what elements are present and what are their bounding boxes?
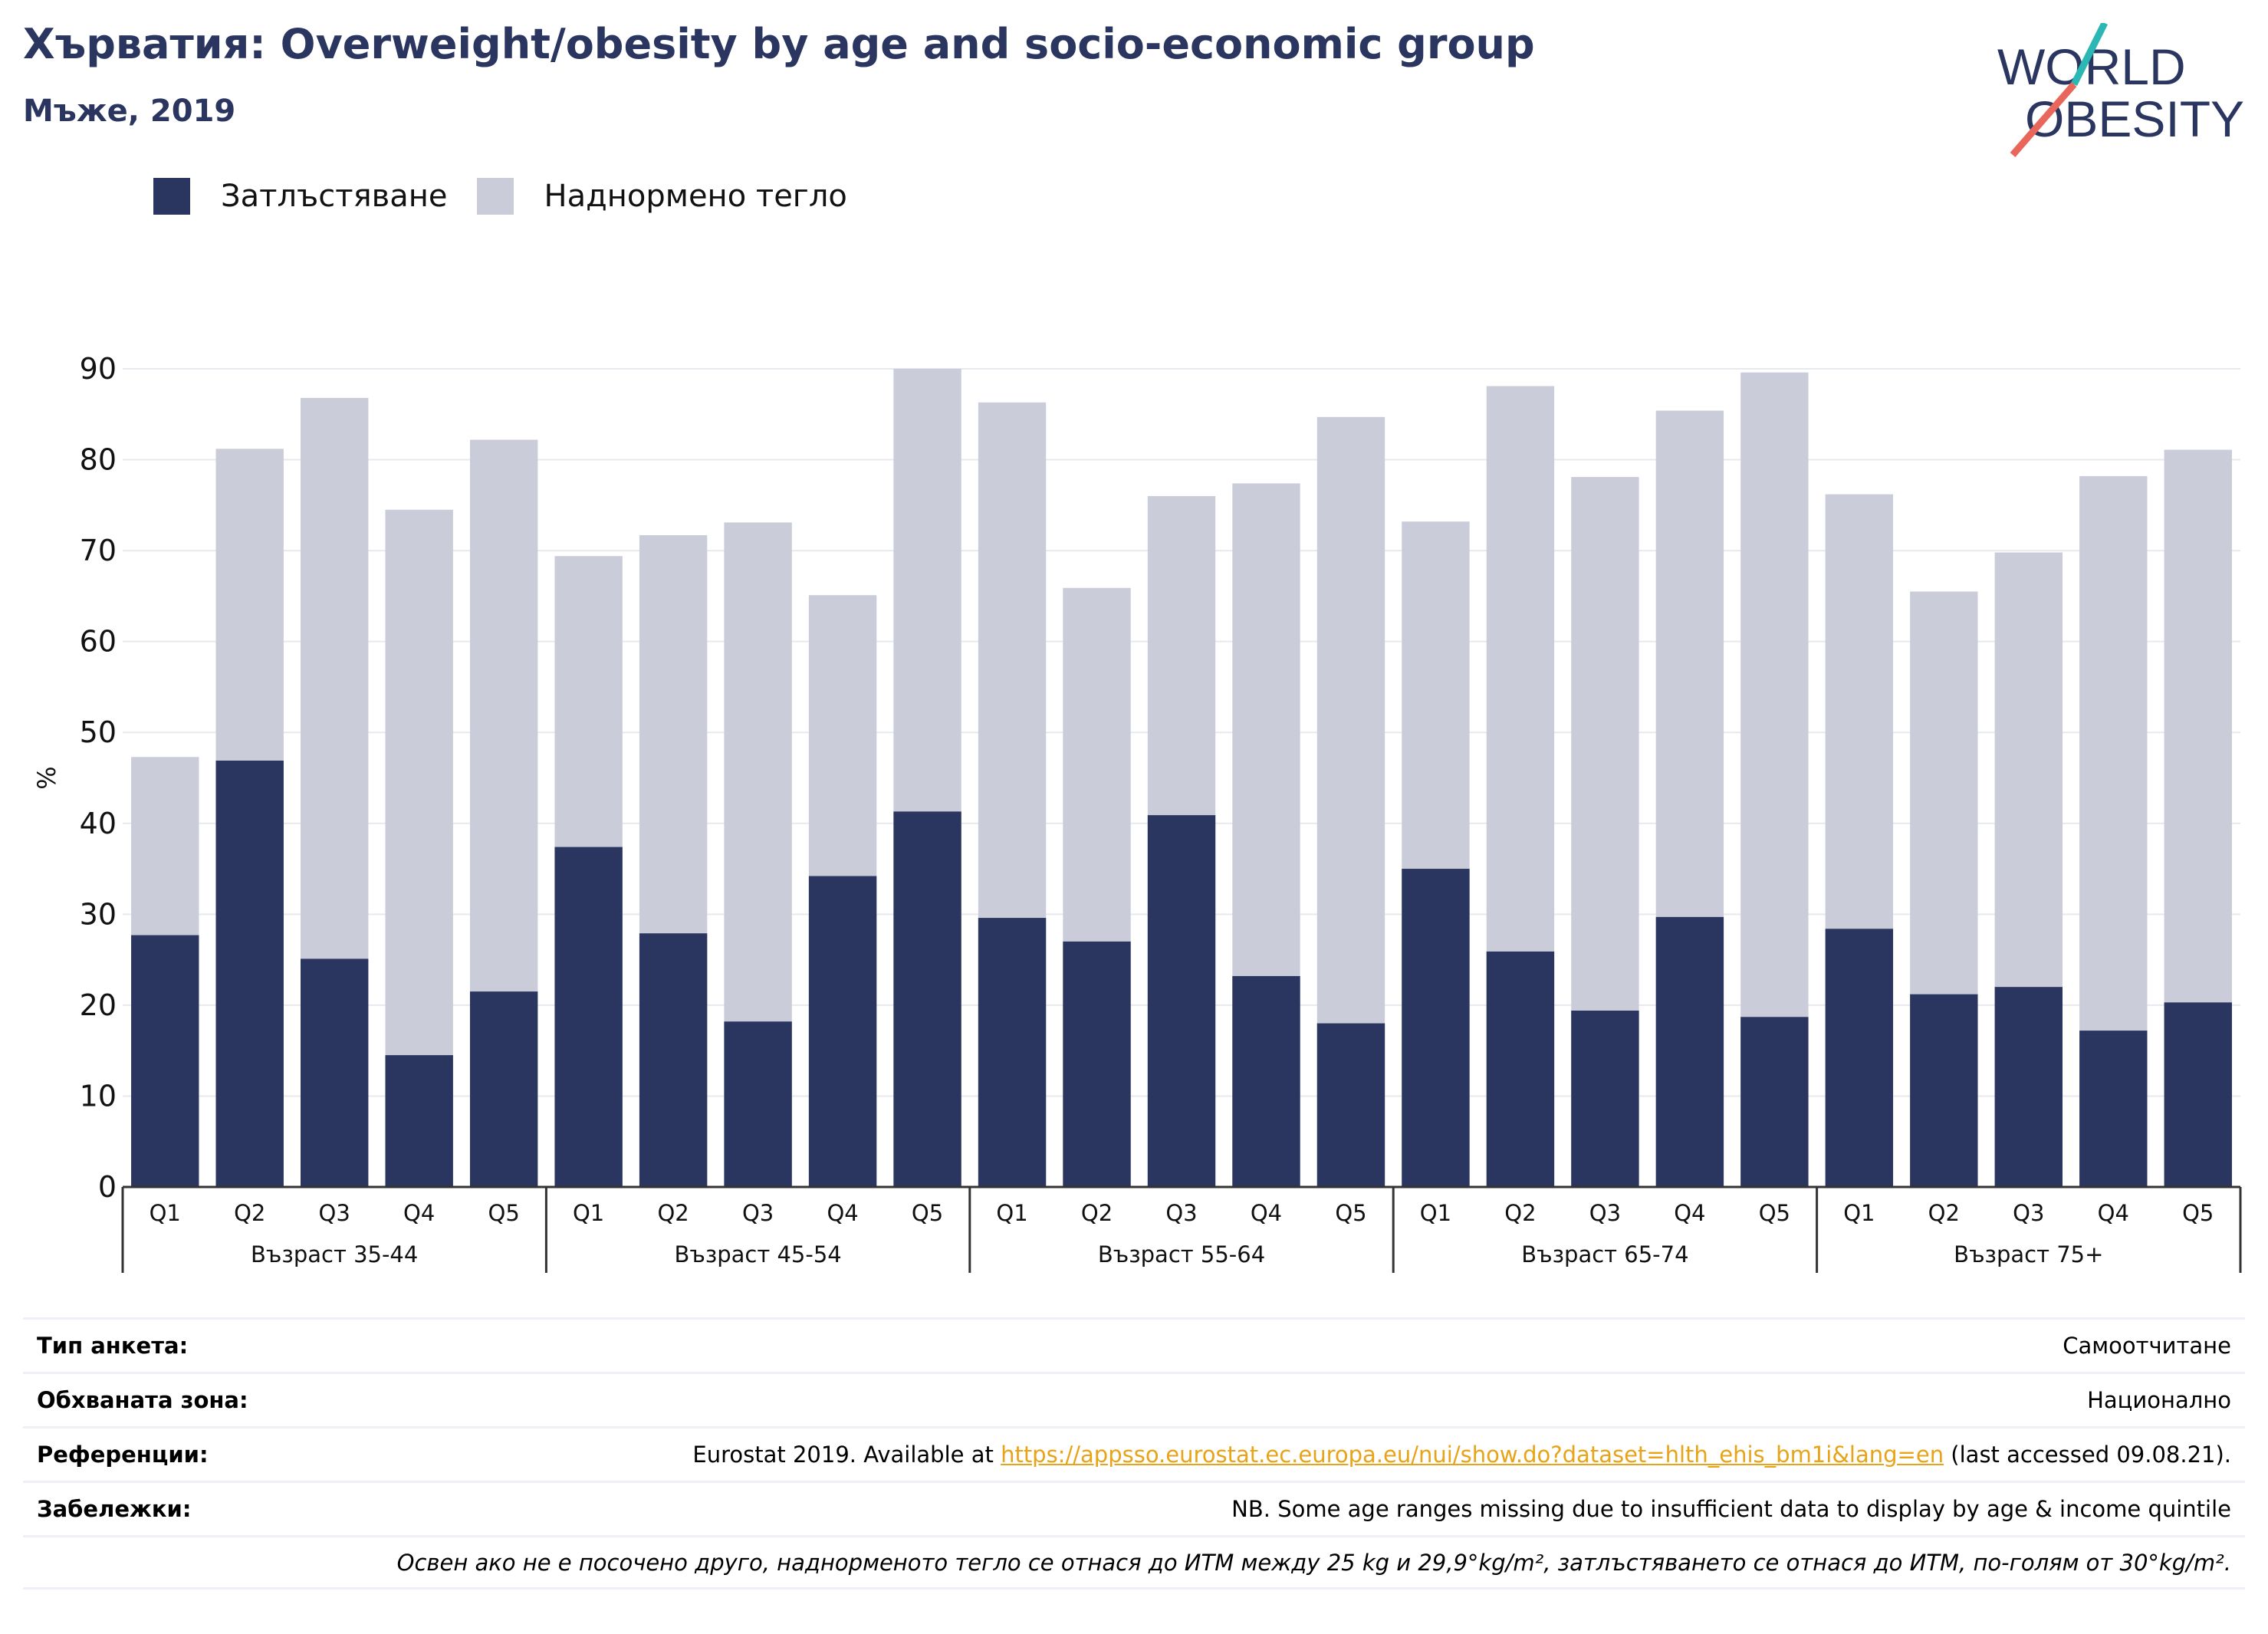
x-tick-label: Q1 [996,1200,1027,1226]
legend-swatch-overweight [476,178,514,215]
survey-type-value: Самоотчитане [2063,1333,2231,1359]
bar-obesity [1232,975,1300,1187]
legend-label-obesity: Затлъстяване [221,179,448,214]
x-tick-label: Q2 [1081,1200,1113,1226]
y-tick-label: 80 [80,443,117,477]
x-tick-label: Q4 [2098,1200,2129,1226]
coverage-row: Обхваната зона: Национално [23,1372,2245,1426]
definition-text: Освен ако не е посочено друго, наднормен… [396,1549,2231,1576]
x-tick-label: Q1 [150,1200,181,1226]
bar-obesity [2164,1002,2232,1187]
references-value: Eurostat 2019. Available at https://apps… [692,1442,2231,1468]
x-tick-label: Q2 [1928,1200,1960,1226]
y-tick-label: 90 [80,352,117,386]
x-tick-label: Q4 [1251,1200,1282,1226]
y-tick-label: 10 [80,1079,117,1113]
x-tick-label: Q5 [2182,1200,2214,1226]
definition-row: Освен ако не е посочено друго, наднормен… [23,1535,2245,1590]
chart-subtitle: Мъже, 2019 [23,94,236,129]
bar-obesity [1825,929,1894,1187]
y-tick-label: 50 [80,715,117,749]
x-tick-label: Q2 [1504,1200,1536,1226]
group-label: Възраст 35-44 [251,1241,418,1267]
group-label: Възраст 45-54 [674,1241,841,1267]
x-tick-label: Q1 [573,1200,604,1226]
legend-swatch-obesity [153,178,190,215]
x-tick-label: Q1 [1843,1200,1875,1226]
x-tick-label: Q3 [319,1200,350,1226]
x-tick-label: Q2 [234,1200,265,1226]
group-label: Възраст 55-64 [1098,1241,1265,1267]
y-tick-label: 70 [80,534,117,567]
x-tick-label: Q3 [1589,1200,1621,1226]
bar-obesity [554,847,623,1187]
references-row: Референции: Eurostat 2019. Available at … [23,1426,2245,1481]
x-tick-label: Q4 [827,1200,858,1226]
bar-obesity [808,876,877,1187]
bar-obesity [131,935,199,1187]
y-tick-label: 60 [80,625,117,659]
bar-obesity [724,1021,792,1187]
bar-obesity [893,811,961,1187]
y-tick-label: 0 [98,1170,117,1204]
coverage-value: Национално [2087,1387,2231,1413]
references-suffix: (last accessed 09.08.21). [1944,1442,2231,1468]
bar-obesity [469,991,538,1187]
notes-row: Забележки: NB. Some age ranges missing d… [23,1481,2245,1535]
x-tick-label: Q5 [488,1200,520,1226]
references-label: Референции: [37,1442,209,1468]
x-tick-label: Q4 [403,1200,435,1226]
chart-title: Хърватия: Overweight/obesity by age and … [23,20,1535,68]
logo-accent-teal [2070,23,2109,87]
group-label: Възраст 65-74 [1521,1241,1688,1267]
bar-obesity [215,760,284,1187]
logo-accent-coral [2010,82,2077,157]
bar-obesity [1063,941,1131,1187]
notes-value: NB. Some age ranges missing due to insuf… [1231,1496,2231,1522]
bar-obesity [1740,1017,1809,1187]
bar-obesity [639,933,708,1187]
bar-obesity [1402,869,1470,1187]
bar-obesity [978,918,1047,1187]
chart-legend: Затлъстяване Наднормено тегло [153,175,876,218]
y-tick-label: 40 [80,807,117,840]
bar-obesity [1316,1023,1385,1187]
survey-type-label: Тип анкета: [37,1333,189,1359]
y-axis-label: % [32,766,61,789]
bar-obesity [2079,1031,2148,1187]
references-prefix: Eurostat 2019. Available at [692,1442,1001,1468]
x-tick-label: Q5 [912,1200,943,1226]
y-tick-label: 30 [80,897,117,931]
bar-obesity [385,1055,453,1187]
bar-obesity [1571,1011,1639,1187]
x-tick-label: Q3 [1165,1200,1197,1226]
group-label: Възраст 75+ [1954,1241,2103,1267]
x-tick-label: Q2 [657,1200,689,1226]
bar-obesity [1994,987,2063,1187]
x-tick-label: Q4 [1674,1200,1705,1226]
legend-item-obesity[interactable]: Затлъстяване [153,178,448,215]
survey-type-row: Тип анкета: Самоотчитане [23,1317,2245,1372]
bar-obesity [301,958,369,1187]
bar-obesity [1147,815,1216,1187]
bar-obesity [1655,916,1724,1187]
bar-obesity [1486,951,1555,1187]
legend-item-overweight[interactable]: Наднормено тегло [476,178,847,215]
x-tick-label: Q3 [742,1200,774,1226]
bar-obesity [1910,994,1978,1187]
references-link[interactable]: https://appsso.eurostat.ec.europa.eu/nui… [1001,1442,1944,1468]
world-obesity-logo: WORLD OBESITY [1997,23,2244,157]
x-tick-label: Q1 [1420,1200,1451,1226]
legend-label-overweight: Наднормено тегло [544,179,847,214]
info-table: Тип анкета: Самоотчитане Обхваната зона:… [23,1317,2245,1590]
notes-label: Забележки: [37,1496,192,1522]
bar-chart: 0 10 20 30 40 50 60 70 80 90% Q1 Q2 Q3 Q4 Q5 Q1 Q2 Q3 Q4 Q5… [32,352,2242,1273]
x-tick-label: Q3 [2013,1200,2044,1226]
coverage-label: Обхваната зона: [37,1387,248,1413]
y-tick-label: 20 [80,988,117,1022]
x-tick-label: Q5 [1335,1200,1366,1226]
x-tick-label: Q5 [1759,1200,1790,1226]
